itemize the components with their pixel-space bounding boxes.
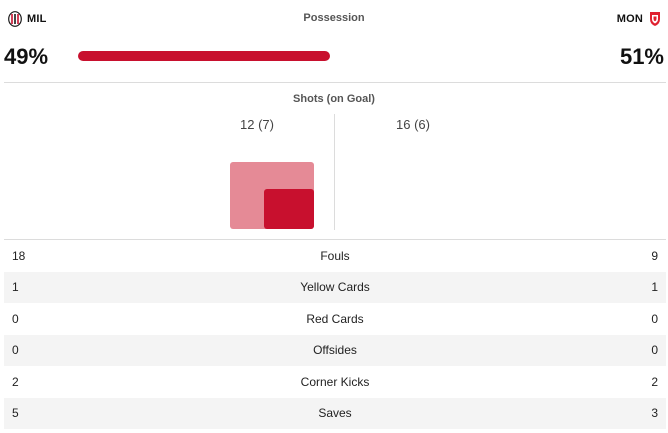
stat-row-corner-kicks: 2 Corner Kicks 2	[4, 366, 666, 398]
away-team: MON	[617, 11, 662, 27]
stat-away-value: 9	[651, 248, 658, 263]
shots-title: Shots (on Goal)	[293, 93, 375, 105]
stat-label: Yellow Cards	[300, 280, 370, 295]
home-shots-on-goal-box	[264, 189, 314, 229]
home-shots-value: 12 (7)	[240, 117, 274, 132]
stat-row-yellow-cards: 1 Yellow Cards 1	[4, 271, 666, 303]
stat-label: Fouls	[320, 248, 350, 263]
stat-away-value: 0	[651, 343, 658, 358]
stat-away-value: 2	[651, 374, 658, 389]
stat-row-offsides: 0 Offsides 0	[4, 334, 666, 366]
stat-home-value: 2	[12, 374, 19, 389]
stat-home-value: 18	[12, 248, 26, 263]
stat-row-saves: 5 Saves 3	[4, 397, 666, 429]
shots-divider	[334, 114, 335, 230]
stat-home-value: 0	[12, 343, 19, 358]
home-possession-bar	[78, 51, 330, 61]
stat-label: Saves	[318, 406, 352, 421]
home-team-abbr: MIL	[27, 13, 47, 25]
away-shots-value: 16 (6)	[396, 117, 430, 132]
stat-label: Offsides	[313, 343, 357, 358]
stats-table: 18 Fouls 9 1 Yellow Cards 1 0 Red Cards …	[4, 240, 666, 429]
home-crest-icon	[8, 11, 22, 27]
stat-home-value: 0	[12, 311, 19, 326]
stat-away-value: 1	[651, 280, 658, 295]
stat-row-fouls: 18 Fouls 9	[4, 240, 666, 272]
stat-home-value: 1	[12, 280, 19, 295]
stat-row-red-cards: 0 Red Cards 0	[4, 303, 666, 335]
stat-label: Red Cards	[306, 311, 364, 326]
home-possession: 49%	[4, 44, 49, 69]
away-crest-icon	[650, 12, 660, 26]
home-team: MIL	[8, 11, 47, 27]
stat-home-value: 5	[12, 406, 19, 421]
away-team-abbr: MON	[616, 13, 643, 25]
divider	[4, 239, 666, 240]
divider	[4, 82, 666, 83]
stat-away-value: 3	[651, 406, 658, 421]
stat-away-value: 0	[651, 311, 658, 326]
stat-label: Corner Kicks	[300, 374, 370, 389]
possession-title: Possession	[303, 12, 365, 24]
away-possession: 51%	[619, 44, 664, 69]
